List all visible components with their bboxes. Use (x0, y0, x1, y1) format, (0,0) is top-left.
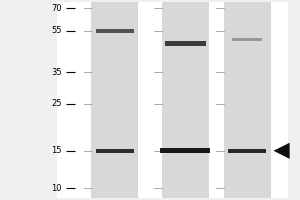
Text: 15: 15 (51, 146, 62, 155)
Text: 55: 55 (51, 26, 62, 35)
Text: 10: 10 (51, 184, 62, 193)
Polygon shape (274, 143, 290, 159)
FancyBboxPatch shape (57, 2, 288, 198)
Text: 70: 70 (51, 4, 62, 13)
FancyBboxPatch shape (160, 148, 210, 153)
Text: 35: 35 (51, 68, 62, 77)
FancyBboxPatch shape (96, 29, 134, 33)
FancyBboxPatch shape (224, 2, 271, 198)
FancyBboxPatch shape (162, 2, 209, 198)
FancyBboxPatch shape (91, 2, 138, 198)
Text: 25: 25 (51, 99, 62, 108)
FancyBboxPatch shape (96, 149, 134, 153)
FancyBboxPatch shape (228, 149, 266, 153)
FancyBboxPatch shape (232, 38, 262, 41)
FancyBboxPatch shape (165, 41, 206, 46)
